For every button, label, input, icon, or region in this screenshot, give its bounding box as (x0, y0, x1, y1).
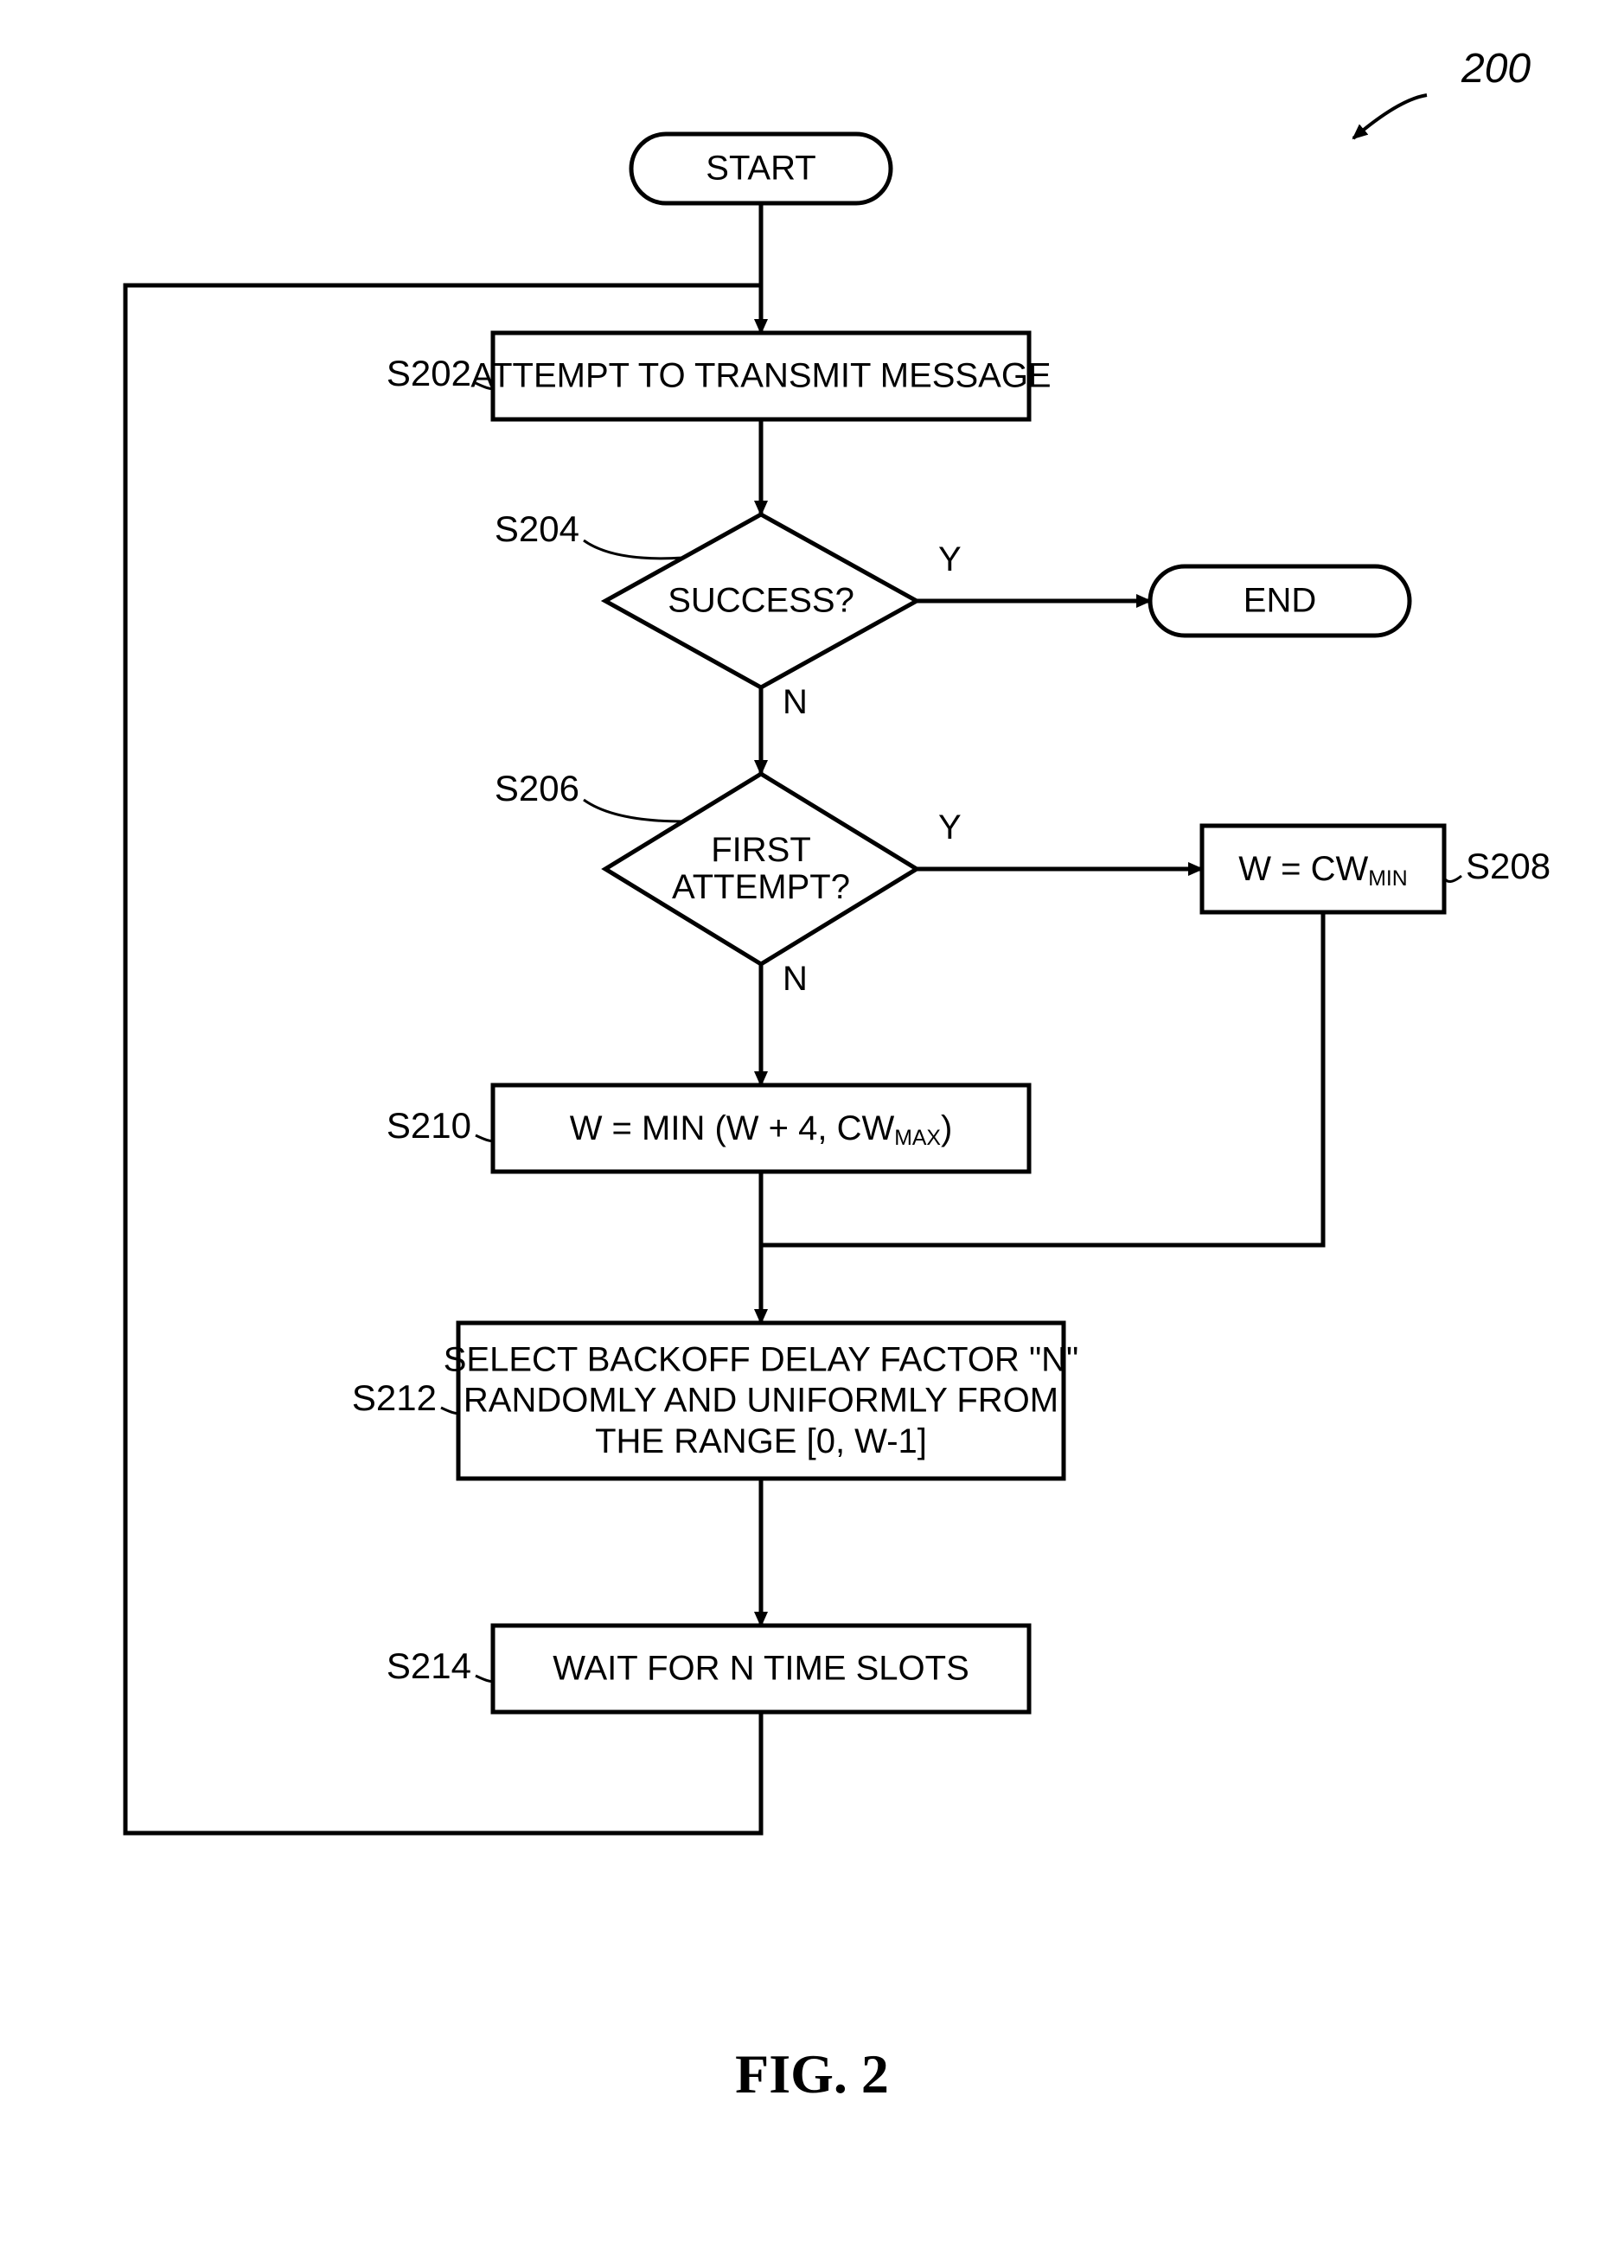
step-label: S206 (495, 768, 579, 808)
edge-label: Y (938, 540, 962, 578)
process-text: THE RANGE [0, W-1] (595, 1422, 927, 1460)
step-label: S208 (1466, 846, 1550, 886)
edge-label: N (783, 960, 808, 998)
edge (125, 285, 761, 1833)
flowchart-figure: START END ATTEMPT TO TRANSMIT MESSAGE SUCCE… (0, 0, 1624, 2268)
step-label: S202 (387, 353, 471, 393)
process-text: SELECT BACKOFF DELAY FACTOR "N" (444, 1340, 1079, 1378)
edge-label: Y (938, 808, 962, 847)
step-label: S204 (495, 508, 579, 549)
ref-number-layer: 200 (1353, 46, 1531, 138)
decision-text: FIRST (711, 831, 811, 869)
step-label: S212 (352, 1377, 437, 1418)
label-leader (1444, 876, 1461, 882)
process-text: ATTEMPT TO TRANSMIT MESSAGE (470, 357, 1051, 395)
process-text: RANDOMLY AND UNIFORMLY FROM (464, 1382, 1058, 1420)
edges-layer (125, 203, 1323, 1833)
terminator-text: END (1244, 582, 1316, 620)
edge-label: N (783, 683, 808, 721)
process-text: WAIT FOR N TIME SLOTS (553, 1650, 969, 1688)
figure-caption: FIG. 2 (735, 2043, 889, 2105)
label-leader (584, 540, 683, 559)
terminator-text: START (706, 150, 815, 188)
step-label: S214 (387, 1645, 471, 1686)
label-leader (584, 800, 683, 821)
nodes-layer: START END ATTEMPT TO TRANSMIT MESSAGE SUCCE… (444, 134, 1444, 1712)
decision-text: SUCCESS? (668, 582, 854, 620)
step-label: S210 (387, 1105, 471, 1146)
decision-text: ATTEMPT? (672, 868, 850, 906)
edge (761, 912, 1323, 1245)
labels-layer: Y N Y N S202 S204 S206 S208 S210 S212 S214 (352, 353, 1550, 1686)
ref-arrow (1353, 95, 1427, 138)
ref-number: 200 (1461, 46, 1531, 92)
